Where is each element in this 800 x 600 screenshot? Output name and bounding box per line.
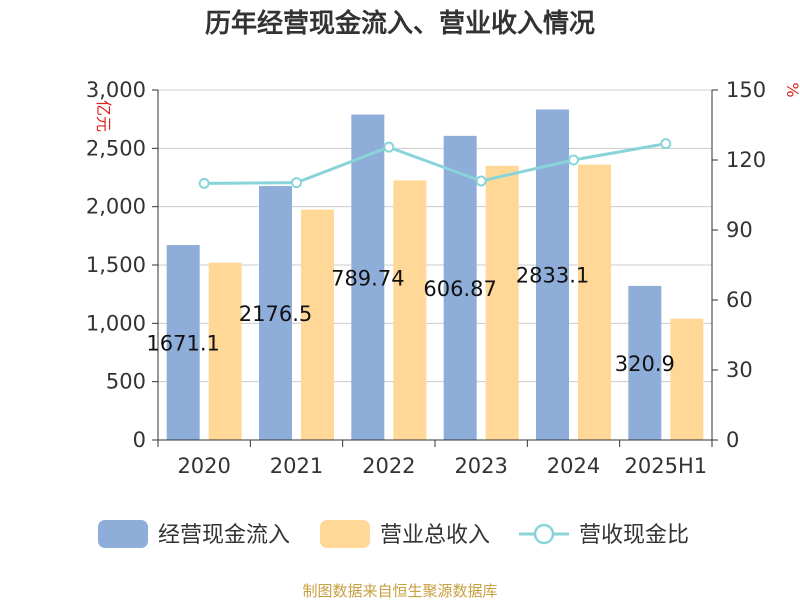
cash-inflow-bar xyxy=(259,186,292,440)
x-axis-tick-label: 2023 xyxy=(454,454,507,478)
ratio-point xyxy=(291,177,302,189)
cash-inflow-bar xyxy=(628,285,662,440)
revenue-bar xyxy=(208,262,242,440)
x-axis-tick-label: 2025H1 xyxy=(625,454,708,478)
legend-label: 营业总收入 xyxy=(380,523,490,548)
left-axis-tick-label: 1,500 xyxy=(86,253,146,277)
revenue-bar xyxy=(393,180,427,440)
right-axis-tick-label: 30 xyxy=(726,358,753,382)
cash-inflow-bar xyxy=(443,135,477,440)
right-axis-tick-label: 90 xyxy=(726,218,753,242)
ratio-point xyxy=(383,141,395,153)
revenue-bar xyxy=(578,164,611,440)
cash-inflow-data-label: 789.74 xyxy=(331,266,404,290)
x-axis-tick-label: 2021 xyxy=(270,454,323,478)
source-note: 制图数据来自恒生聚源数据库 xyxy=(302,582,497,600)
left-axis-tick-label: 2,500 xyxy=(86,136,146,160)
x-axis-tick-label: 2022 xyxy=(362,454,415,478)
ratio-point xyxy=(660,138,672,150)
right-axis-tick-label: 60 xyxy=(726,288,753,312)
ratio-point xyxy=(475,175,487,187)
right-axis-unit: % xyxy=(783,82,800,97)
chart-title: 历年经营现金流入、营业收入情况 xyxy=(205,8,595,39)
right-axis-tick-label: 0 xyxy=(726,428,739,452)
x-axis-tick-label: 2020 xyxy=(177,454,230,478)
right-axis-tick-label: 120 xyxy=(726,148,766,172)
left-axis-tick-label: 2,000 xyxy=(86,195,146,219)
bars xyxy=(166,109,704,441)
ratio-line xyxy=(198,138,672,189)
cash-inflow-bar xyxy=(351,114,385,440)
cash-inflow-data-label: 320.9 xyxy=(615,352,675,376)
legend-swatch-cash-inflow xyxy=(98,520,148,548)
left-axis-tick-label: 0 xyxy=(133,428,146,452)
legend-swatch-ratio-marker xyxy=(533,523,555,545)
legend: 经营现金流入 营业总收入 营收现金比 xyxy=(98,520,689,548)
legend-label: 经营现金流入 xyxy=(158,523,290,548)
cash-inflow-data-label: 606.87 xyxy=(423,277,496,301)
cash-inflow-data-label: 2176.5 xyxy=(239,302,312,326)
right-axis-tick-label: 150 xyxy=(726,78,766,102)
cash-inflow-data-label: 2833.1 xyxy=(516,264,589,288)
ratio-point xyxy=(198,177,210,189)
left-axis-unit: 亿元 xyxy=(94,100,113,132)
axes: 0 500 1,000 1,500 2,000 2,500 3,000 0 30 60 90 120 1… xyxy=(86,78,766,478)
legend-label: 营收现金比 xyxy=(579,523,689,548)
x-axis-tick-label: 2024 xyxy=(547,454,600,478)
data-labels: 1671.1 2176.5 789.74 606.87 2833.1 320.9 xyxy=(146,264,674,376)
revenue-bar xyxy=(485,165,519,441)
left-axis-tick-label: 500 xyxy=(106,370,146,394)
legend-swatch-revenue xyxy=(320,520,370,548)
cash-inflow-data-label: 1671.1 xyxy=(146,332,219,356)
left-axis-tick-label: 1,000 xyxy=(86,311,146,335)
grid-lines xyxy=(158,89,712,383)
cash-inflow-bar xyxy=(166,245,200,440)
left-axis-tick-label: 3,000 xyxy=(86,78,146,102)
revenue-bar xyxy=(670,318,704,440)
ratio-point xyxy=(568,154,579,166)
ratio-line-path xyxy=(204,142,667,185)
revenue-bar xyxy=(301,209,334,440)
